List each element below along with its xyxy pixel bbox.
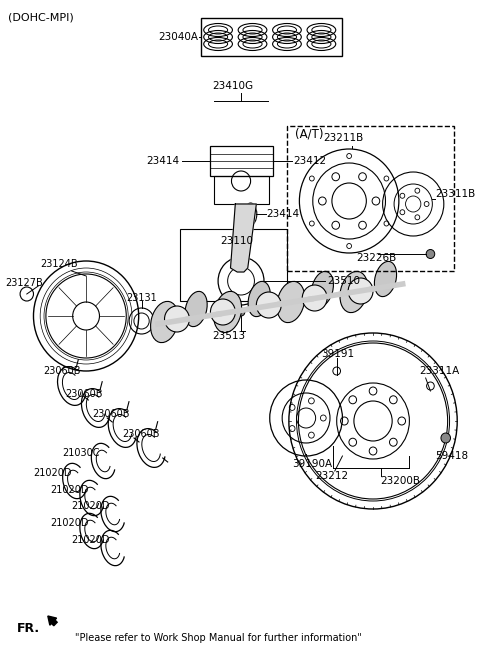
- Text: 23211B: 23211B: [324, 133, 363, 143]
- Text: FR.: FR.: [17, 621, 40, 634]
- Text: 23311A: 23311A: [419, 366, 459, 376]
- Text: 39191: 39191: [322, 349, 355, 359]
- Circle shape: [237, 308, 245, 316]
- Circle shape: [210, 299, 235, 325]
- Text: (A/T): (A/T): [295, 127, 323, 140]
- Ellipse shape: [185, 291, 207, 327]
- Text: (DOHC-MPI): (DOHC-MPI): [8, 13, 73, 23]
- Bar: [201, 18, 342, 56]
- Circle shape: [302, 285, 327, 311]
- Bar: [287, 126, 455, 271]
- Text: 23414: 23414: [266, 209, 299, 219]
- Text: 23131: 23131: [126, 293, 157, 303]
- Text: 23414: 23414: [147, 156, 180, 166]
- Text: 21020D: 21020D: [72, 501, 110, 511]
- Text: 23127B: 23127B: [5, 278, 43, 288]
- Polygon shape: [230, 204, 256, 272]
- Ellipse shape: [311, 272, 334, 306]
- Text: 23311B: 23311B: [435, 189, 476, 199]
- Circle shape: [426, 249, 435, 258]
- Ellipse shape: [277, 281, 305, 323]
- Text: 23412: 23412: [294, 156, 327, 166]
- Bar: [214, 176, 269, 204]
- Ellipse shape: [340, 272, 368, 313]
- Text: 23513: 23513: [212, 331, 245, 341]
- Text: 23060B: 23060B: [92, 409, 129, 419]
- Ellipse shape: [374, 261, 396, 297]
- Text: 23060B: 23060B: [122, 429, 160, 439]
- Text: 23060B: 23060B: [65, 389, 103, 399]
- Circle shape: [348, 278, 373, 304]
- Text: "Please refer to Work Shop Manual for further information": "Please refer to Work Shop Manual for fu…: [74, 633, 361, 643]
- Text: 21020D: 21020D: [34, 468, 72, 478]
- Text: 23060B: 23060B: [43, 366, 81, 376]
- Text: 21020D: 21020D: [51, 518, 89, 528]
- Circle shape: [441, 433, 451, 443]
- Text: 59418: 59418: [435, 451, 468, 461]
- Ellipse shape: [248, 281, 270, 317]
- Bar: [180, 229, 287, 301]
- Text: 23212: 23212: [316, 471, 349, 481]
- Circle shape: [165, 306, 190, 332]
- Text: 21030C: 21030C: [62, 448, 100, 458]
- Text: 21020D: 21020D: [51, 485, 89, 495]
- Text: 23040A: 23040A: [158, 32, 198, 42]
- Text: 23226B: 23226B: [356, 253, 396, 263]
- Text: 23200B: 23200B: [381, 476, 420, 486]
- Text: 39190A: 39190A: [292, 459, 332, 469]
- Ellipse shape: [151, 301, 179, 342]
- Text: 21020D: 21020D: [72, 535, 110, 545]
- Circle shape: [256, 292, 281, 318]
- Text: 23510: 23510: [327, 276, 360, 286]
- Bar: [210, 146, 273, 176]
- Text: 23124B: 23124B: [40, 259, 78, 269]
- Text: 23410G: 23410G: [212, 81, 253, 91]
- Ellipse shape: [214, 291, 241, 333]
- Text: 23110: 23110: [220, 236, 253, 246]
- FancyArrow shape: [48, 616, 57, 626]
